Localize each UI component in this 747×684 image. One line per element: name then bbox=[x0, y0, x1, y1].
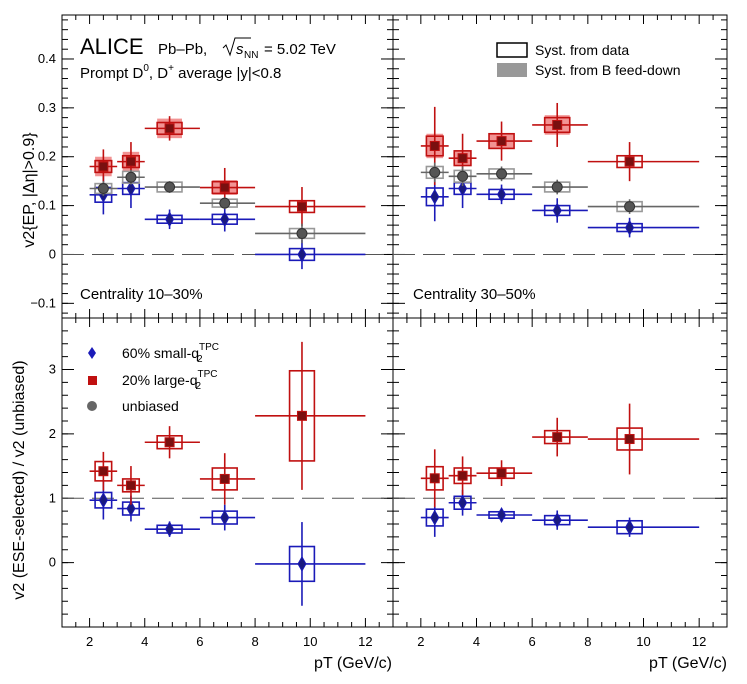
marker-small-q2 bbox=[164, 211, 175, 228]
experiment-label: ALICE bbox=[80, 34, 144, 59]
marker-large-q2 bbox=[429, 473, 440, 484]
marker-small-q2 bbox=[552, 202, 562, 219]
energy-subscript: NN bbox=[244, 50, 258, 61]
y-tick-label: 0 bbox=[49, 246, 56, 261]
x-axis-title-left: pT (GeV/c) bbox=[314, 655, 392, 672]
sqrt-icon bbox=[222, 37, 251, 57]
marker-large-q2 bbox=[296, 201, 307, 212]
legend-large-q2-label: 20% large-qTPC 2 bbox=[122, 369, 218, 392]
marker-large-q2 bbox=[296, 410, 307, 421]
marker-large-q2 bbox=[496, 468, 507, 479]
x-tick-label: 8 bbox=[584, 634, 591, 649]
y-tick-label: 0.3 bbox=[38, 100, 56, 115]
x-tick-label: 12 bbox=[692, 634, 706, 649]
marker-small-q2 bbox=[98, 492, 108, 509]
marker-small-q2 bbox=[220, 509, 230, 526]
marker-large-q2 bbox=[164, 123, 175, 134]
marker-large-q2 bbox=[98, 161, 109, 172]
legend-small-q2-marker bbox=[88, 347, 96, 359]
legend-syst-feeddown-label: Syst. from B feed-down bbox=[535, 62, 681, 78]
legend-large-q2-marker bbox=[88, 376, 97, 385]
marker-unbiased bbox=[551, 181, 563, 193]
legend-syst-feeddown-swatch bbox=[497, 63, 527, 77]
y-tick-label: 0.2 bbox=[38, 149, 56, 164]
marker-small-q2 bbox=[126, 180, 136, 197]
marker-small-q2 bbox=[220, 211, 230, 228]
legend-unbiased-marker bbox=[87, 401, 97, 411]
marker-small-q2 bbox=[126, 500, 136, 517]
marker-large-q2 bbox=[496, 136, 507, 147]
legend-unbiased-label: unbiased bbox=[122, 398, 179, 414]
marker-large-q2 bbox=[98, 466, 109, 477]
particle-label: Prompt D0, D+ average |y|<0.8 bbox=[80, 63, 281, 82]
centrality-right-label: Centrality 30–50% bbox=[413, 286, 536, 303]
x-tick-label: 10 bbox=[303, 634, 317, 649]
marker-unbiased bbox=[457, 170, 469, 182]
y-tick-label: 0.1 bbox=[38, 198, 56, 213]
marker-small-q2 bbox=[164, 521, 175, 538]
x-tick-label: 4 bbox=[473, 634, 480, 649]
y-tick-label: −0.1 bbox=[30, 295, 56, 310]
marker-large-q2 bbox=[219, 473, 230, 484]
y-tick-label: 0 bbox=[49, 555, 56, 570]
x-tick-label: 2 bbox=[86, 634, 93, 649]
marker-large-q2 bbox=[164, 437, 175, 448]
energy-symbol: s bbox=[236, 41, 244, 58]
energy-value: = 5.02 TeV bbox=[264, 41, 336, 58]
marker-large-q2 bbox=[125, 480, 136, 491]
y-tick-label: 2 bbox=[49, 426, 56, 441]
marker-unbiased bbox=[496, 168, 508, 180]
marker-large-q2 bbox=[624, 434, 635, 445]
marker-small-q2 bbox=[496, 506, 507, 523]
x-tick-label: 8 bbox=[251, 634, 258, 649]
marker-unbiased bbox=[624, 201, 636, 213]
system-label: Pb–Pb, bbox=[158, 41, 207, 58]
marker-small-q2 bbox=[552, 512, 562, 529]
marker-small-q2 bbox=[297, 555, 307, 572]
marker-unbiased bbox=[429, 166, 441, 178]
marker-large-q2 bbox=[552, 432, 563, 443]
y-tick-label: 0.4 bbox=[38, 51, 56, 66]
marker-unbiased bbox=[219, 197, 231, 209]
marker-unbiased bbox=[164, 181, 176, 193]
marker-unbiased bbox=[125, 171, 137, 183]
marker-small-q2 bbox=[458, 494, 468, 511]
marker-large-q2 bbox=[219, 182, 230, 193]
legend-syst-data-swatch bbox=[496, 42, 528, 58]
x-tick-label: 10 bbox=[636, 634, 650, 649]
marker-large-q2 bbox=[624, 156, 635, 167]
marker-small-q2 bbox=[625, 219, 635, 236]
marker-small-q2 bbox=[297, 246, 307, 263]
x-tick-label: 2 bbox=[417, 634, 424, 649]
marker-unbiased bbox=[97, 182, 109, 194]
x-tick-label: 6 bbox=[196, 634, 203, 649]
marker-large-q2 bbox=[429, 140, 440, 151]
legend-syst-data-label: Syst. from data bbox=[535, 42, 629, 58]
x-axis-title-right: pT (GeV/c) bbox=[649, 655, 727, 672]
legend-small-q2-label: 60% small-qTPC 2 bbox=[122, 342, 219, 365]
marker-large-q2 bbox=[457, 153, 468, 164]
marker-unbiased bbox=[296, 227, 308, 239]
marker-large-q2 bbox=[552, 119, 563, 130]
marker-small-q2 bbox=[625, 519, 635, 536]
y-tick-label: 3 bbox=[49, 362, 56, 377]
marker-large-q2 bbox=[125, 156, 136, 167]
x-tick-label: 4 bbox=[141, 634, 148, 649]
marker-small-q2 bbox=[430, 188, 440, 205]
marker-large-q2 bbox=[457, 470, 468, 481]
marker-small-q2 bbox=[496, 186, 507, 203]
x-tick-label: 6 bbox=[529, 634, 536, 649]
marker-small-q2 bbox=[430, 509, 440, 526]
centrality-left-label: Centrality 10–30% bbox=[80, 286, 203, 303]
y-axis-title-top: v2{EP, |Δη|>0.9} bbox=[21, 132, 38, 248]
y-tick-label: 1 bbox=[49, 490, 56, 505]
y-axis-title-bottom: v2 (ESE-selected) / v2 (unbiased) bbox=[11, 360, 28, 599]
marker-small-q2 bbox=[458, 180, 468, 197]
x-tick-label: 12 bbox=[358, 634, 372, 649]
